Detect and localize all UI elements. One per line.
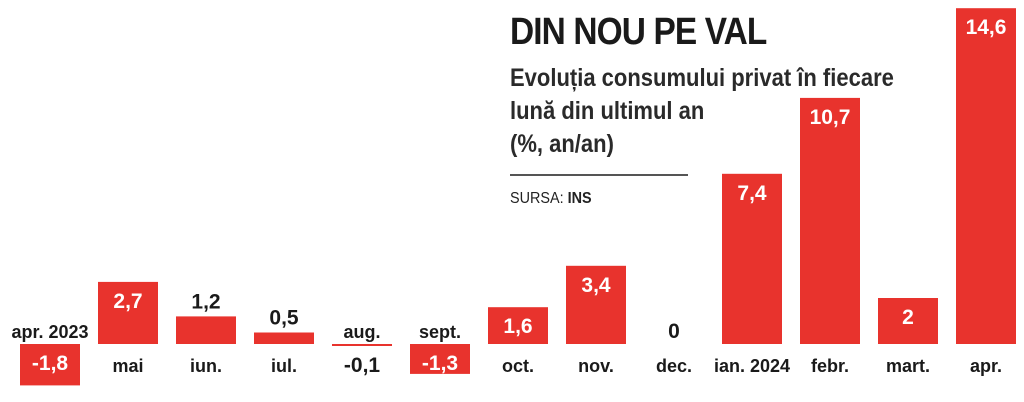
title-divider (510, 174, 688, 176)
source-note: SURSA: INS (510, 190, 592, 208)
subtitle-line-3: (%, an/an) (510, 130, 614, 158)
data-label: 0 (668, 320, 680, 343)
bar (722, 173, 782, 344)
category-label: apr. (970, 356, 1002, 376)
category-label: ian. 2024 (714, 356, 790, 376)
data-label: 14,6 (966, 16, 1007, 39)
bar (800, 97, 860, 345)
source-value: INS (567, 190, 592, 207)
chart-title: DIN NOU PE VAL (510, 11, 767, 53)
subtitle-line-1: Evoluția consumului privat în fiecare (510, 64, 894, 92)
data-label: -0,1 (344, 354, 381, 377)
category-label: iun. (190, 356, 222, 376)
bar (566, 265, 626, 344)
bar (20, 344, 80, 386)
source-label: SURSA: (510, 190, 564, 207)
bar (98, 281, 158, 344)
data-label: 7,4 (737, 182, 767, 205)
category-label: nov. (578, 356, 614, 376)
data-label: 0,5 (269, 307, 299, 330)
category-label: apr. 2023 (11, 322, 88, 342)
category-label: mai (112, 356, 143, 376)
bar (878, 298, 938, 344)
category-label: sept. (419, 322, 461, 342)
bar (410, 344, 470, 374)
data-label: 3,4 (581, 274, 611, 297)
title-block: DIN NOU PE VAL Evoluția consumului priva… (510, 10, 930, 207)
bar (254, 332, 314, 344)
category-label: mart. (886, 356, 930, 376)
category-label: dec. (656, 356, 692, 376)
bar (332, 344, 392, 346)
bar (956, 8, 1016, 344)
data-label: 1,6 (503, 315, 532, 338)
category-label: iul. (271, 356, 297, 376)
bar (488, 307, 548, 344)
category-label: febr. (811, 356, 849, 376)
chart-subtitle: Evoluția consumului privat în fiecare lu… (510, 62, 924, 161)
bar (176, 316, 236, 344)
data-label: 1,2 (191, 290, 220, 313)
data-label: -1,8 (32, 352, 69, 375)
subtitle-line-2: lună din ultimul an (510, 97, 705, 125)
category-label: oct. (502, 356, 534, 376)
data-label: 2,7 (113, 290, 142, 313)
data-label: -1,3 (422, 352, 458, 375)
data-label: 2 (902, 306, 914, 329)
data-label: 10,7 (810, 106, 851, 129)
category-label: aug. (343, 322, 380, 342)
